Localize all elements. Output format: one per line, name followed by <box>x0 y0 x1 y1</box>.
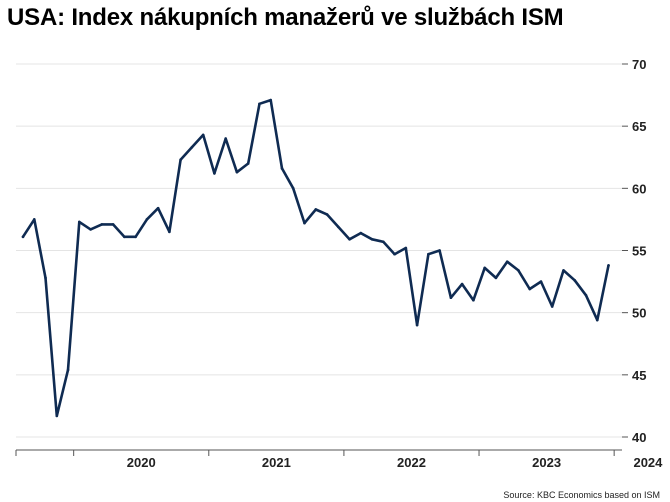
data-point <box>460 282 464 286</box>
data-point <box>483 266 486 270</box>
data-point <box>595 318 599 322</box>
data-point <box>325 213 329 216</box>
y-tick-label: 50 <box>632 306 646 321</box>
x-tick-label: 2020 <box>127 455 156 470</box>
data-point <box>415 323 419 327</box>
data-point <box>393 252 396 256</box>
y-tick-label: 40 <box>632 430 646 445</box>
x-axis <box>15 449 622 456</box>
data-point <box>145 218 149 221</box>
y-tick-label: 55 <box>632 244 646 259</box>
x-tick-label: 2021 <box>262 455 291 470</box>
data-point <box>382 240 385 244</box>
data-point <box>291 187 295 190</box>
data-point <box>44 276 47 280</box>
data-point <box>55 414 59 418</box>
data-point <box>235 170 239 174</box>
data-point <box>427 252 430 256</box>
data-point <box>213 172 216 175</box>
data-point <box>449 296 453 300</box>
data-point <box>370 238 374 241</box>
data-point <box>89 228 92 231</box>
data-point <box>179 158 182 162</box>
data-point <box>246 162 250 165</box>
data-point <box>550 305 554 308</box>
data-point <box>111 223 115 226</box>
data-point <box>32 218 36 221</box>
data-point <box>134 235 137 239</box>
x-tick-label: 2022 <box>397 455 426 470</box>
source-note: Source: KBC Economics based on ISM <box>503 490 660 500</box>
data-point <box>359 231 363 235</box>
data-point <box>190 146 194 149</box>
data-point <box>562 269 565 272</box>
data-point <box>280 167 284 170</box>
series <box>21 98 610 418</box>
y-tick-label: 70 <box>632 57 646 72</box>
data-point <box>494 276 498 280</box>
data-point <box>348 238 351 241</box>
data-point <box>584 293 588 297</box>
data-point <box>78 220 81 224</box>
data-point <box>314 208 318 211</box>
data-point <box>303 221 306 225</box>
y-tick-label: 65 <box>632 119 646 134</box>
y-tick-label: 60 <box>632 181 646 196</box>
x-tick-label: 2023 <box>532 455 561 470</box>
y-tick-label: 45 <box>632 368 646 383</box>
x-tick-labels: 2020 2021 2022 2023 2024 <box>127 455 663 470</box>
data-point <box>168 230 171 234</box>
data-point <box>123 235 126 239</box>
data-point <box>505 260 509 263</box>
data-point <box>21 235 25 239</box>
y-axis: 40 45 50 55 60 65 70 <box>632 57 646 445</box>
data-point <box>404 246 408 250</box>
data-point <box>472 298 475 302</box>
series-line <box>21 98 610 418</box>
chart-title: USA: Index nákupních manažerů ve službác… <box>7 4 564 31</box>
data-point <box>156 206 160 210</box>
x-tick-label: 2024 <box>633 455 663 470</box>
data-point <box>539 280 543 283</box>
data-point <box>607 264 610 267</box>
data-point <box>528 287 531 291</box>
data-point <box>201 133 205 137</box>
data-point <box>517 269 520 272</box>
data-point <box>100 223 104 226</box>
gridlines <box>16 63 628 438</box>
data-point <box>336 225 340 229</box>
data-point <box>438 249 441 252</box>
data-point <box>269 98 273 102</box>
data-point <box>66 368 70 372</box>
data-point <box>258 102 261 106</box>
data-point <box>573 279 577 282</box>
data-point <box>224 137 227 140</box>
